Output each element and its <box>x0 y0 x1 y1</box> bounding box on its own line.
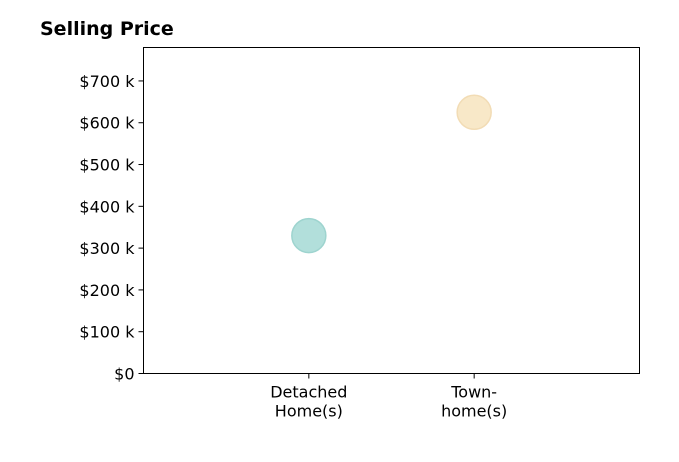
x-tick-label: home(s) <box>441 402 507 421</box>
y-tick-label: $600 k <box>79 114 135 133</box>
data-point <box>456 94 492 131</box>
y-tick-label: $300 k <box>79 239 135 258</box>
y-tick-label: $400 k <box>79 197 135 216</box>
y-axis: $0 $100 k $200 k $300 k $400 k $500 k $600 k $7… <box>79 72 144 384</box>
x-tick-label: Detached <box>270 383 347 402</box>
plot-area-frame <box>143 47 640 374</box>
chart-title: Selling Price <box>40 18 174 40</box>
y-tick-label: $500 k <box>79 156 135 175</box>
x-tick-label: Home(s) <box>275 402 343 421</box>
y-tick-label: $0 <box>114 365 134 384</box>
data-points <box>291 94 492 254</box>
y-tick-label: $200 k <box>79 281 135 300</box>
data-point <box>291 217 327 254</box>
y-tick-label: $700 k <box>79 72 135 91</box>
y-tick-label: $100 k <box>79 323 135 342</box>
x-tick-label: Town- <box>450 383 497 402</box>
